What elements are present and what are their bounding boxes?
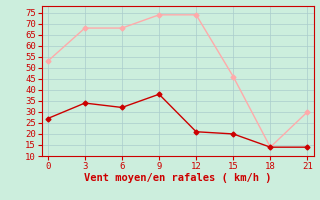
X-axis label: Vent moyen/en rafales ( km/h ): Vent moyen/en rafales ( km/h ) <box>84 173 271 183</box>
